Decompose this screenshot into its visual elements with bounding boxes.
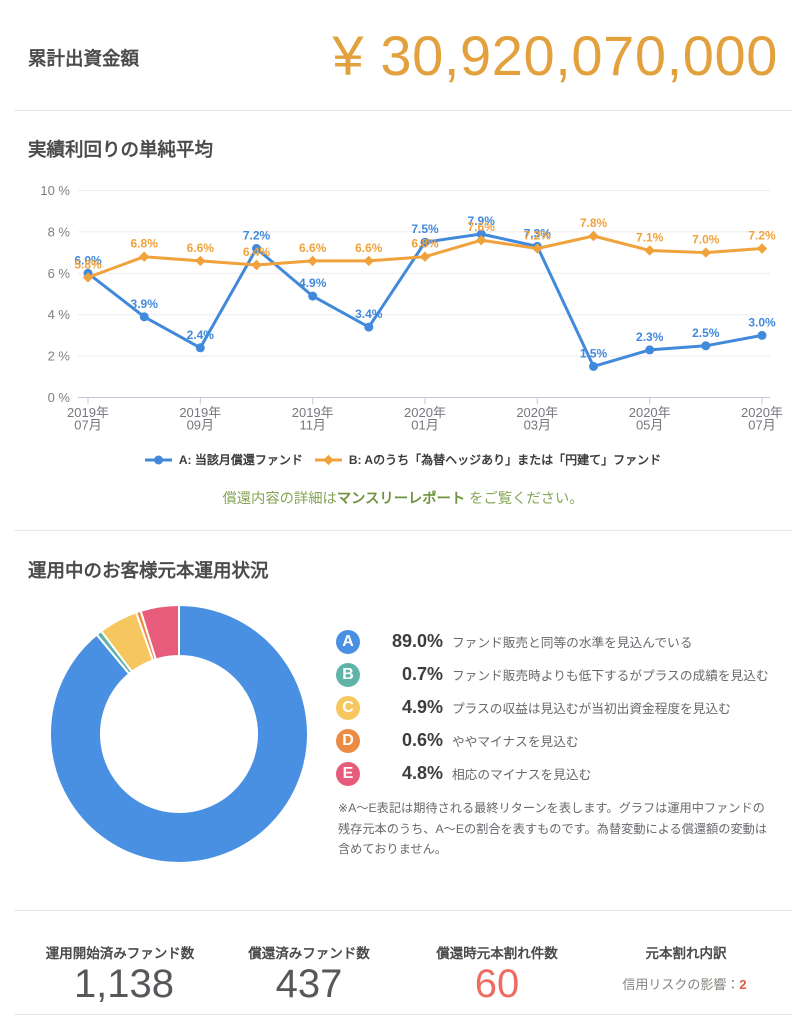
svg-text:0 %: 0 % bbox=[48, 390, 71, 405]
svg-text:6.6%: 6.6% bbox=[355, 241, 383, 255]
svg-text:7.6%: 7.6% bbox=[468, 220, 496, 234]
svg-text:7.9%: 7.9% bbox=[468, 214, 496, 228]
svg-text:2.5%: 2.5% bbox=[692, 326, 720, 340]
svg-text:7.2%: 7.2% bbox=[524, 229, 552, 243]
svg-text:7.0%: 7.0% bbox=[692, 233, 720, 247]
svg-text:6.8%: 6.8% bbox=[131, 237, 159, 251]
svg-text:2020年: 2020年 bbox=[741, 405, 783, 420]
svg-text:6.0%: 6.0% bbox=[74, 253, 102, 267]
svg-text:2.3%: 2.3% bbox=[636, 330, 664, 344]
svg-text:3.0%: 3.0% bbox=[748, 315, 776, 329]
svg-text:7.1%: 7.1% bbox=[636, 231, 664, 245]
svg-text:8 %: 8 % bbox=[48, 224, 71, 239]
svg-text:2019年: 2019年 bbox=[179, 405, 221, 420]
svg-text:6.6%: 6.6% bbox=[299, 241, 327, 255]
svg-text:2019年: 2019年 bbox=[67, 405, 109, 420]
svg-text:2.4%: 2.4% bbox=[187, 328, 215, 342]
svg-text:7.8%: 7.8% bbox=[580, 216, 608, 230]
svg-text:1.5%: 1.5% bbox=[580, 346, 608, 360]
svg-text:4.9%: 4.9% bbox=[299, 276, 327, 290]
svg-text:03月: 03月 bbox=[524, 418, 551, 433]
svg-text:3.9%: 3.9% bbox=[131, 297, 159, 311]
svg-text:05月: 05月 bbox=[636, 418, 663, 433]
svg-text:11月: 11月 bbox=[299, 418, 326, 433]
svg-text:4 %: 4 % bbox=[48, 307, 71, 322]
svg-text:7.5%: 7.5% bbox=[411, 222, 439, 236]
svg-text:01月: 01月 bbox=[411, 418, 438, 433]
svg-text:7.2%: 7.2% bbox=[243, 229, 271, 243]
svg-text:6.4%: 6.4% bbox=[243, 245, 271, 259]
svg-text:7.2%: 7.2% bbox=[748, 229, 776, 243]
svg-text:7.3%: 7.3% bbox=[524, 226, 552, 240]
svg-text:5.8%: 5.8% bbox=[74, 257, 102, 271]
svg-text:2020年: 2020年 bbox=[629, 405, 671, 420]
svg-text:07月: 07月 bbox=[74, 418, 101, 433]
svg-text:2020年: 2020年 bbox=[404, 405, 446, 420]
svg-text:07月: 07月 bbox=[748, 418, 775, 433]
svg-text:10 %: 10 % bbox=[40, 183, 70, 198]
svg-text:6.6%: 6.6% bbox=[187, 241, 215, 255]
svg-text:6 %: 6 % bbox=[48, 266, 71, 281]
svg-text:2020年: 2020年 bbox=[516, 405, 558, 420]
svg-text:3.4%: 3.4% bbox=[355, 307, 383, 321]
svg-text:2019年: 2019年 bbox=[292, 405, 334, 420]
svg-text:2 %: 2 % bbox=[48, 349, 71, 364]
svg-text:09月: 09月 bbox=[187, 418, 214, 433]
svg-text:6.8%: 6.8% bbox=[411, 237, 439, 251]
